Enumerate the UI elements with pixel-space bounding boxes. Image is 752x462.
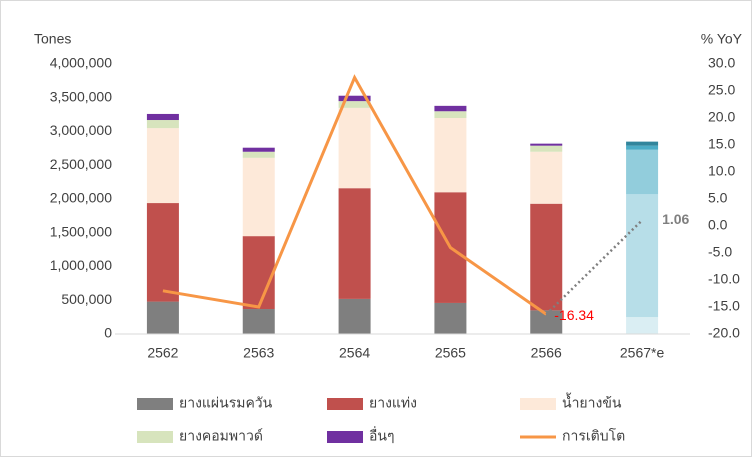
legend-label: น้ำยางข้น <box>562 393 622 411</box>
y2-axis-label: % YoY <box>701 31 743 47</box>
bar-segment <box>626 149 659 195</box>
bar-segment <box>626 141 659 146</box>
y2-tick-label: -5.0 <box>708 244 732 260</box>
y-tick-label: 2,000,000 <box>50 190 112 206</box>
y-tick-label: 500,000 <box>61 291 112 307</box>
bar-segment <box>242 309 275 334</box>
bar-segment <box>434 111 467 118</box>
bar-segment <box>338 298 371 334</box>
bar-segment <box>530 310 563 334</box>
y-tick-label: 1,000,000 <box>50 257 112 273</box>
y-tick-label: 1,500,000 <box>50 223 112 239</box>
x-tick-label: 2563 <box>243 345 274 361</box>
legend-swatch <box>137 398 173 410</box>
x-tick-label: 2565 <box>435 345 466 361</box>
forecast-line <box>545 219 643 316</box>
bar-segment <box>242 236 275 310</box>
legend-swatch <box>327 398 363 410</box>
bar-segment <box>338 95 371 102</box>
bar-segment <box>530 143 563 146</box>
y2-tick-label: 15.0 <box>708 136 735 152</box>
bar-segment <box>146 203 179 302</box>
y2-tick-label: 5.0 <box>708 190 728 206</box>
legend-swatch <box>137 431 173 443</box>
y2-tick-label: 30.0 <box>708 55 735 71</box>
legend-swatch <box>327 431 363 443</box>
legend-label: ยางแท่ง <box>369 395 417 411</box>
bar-segment <box>626 145 659 150</box>
data-label: 1.06 <box>662 211 689 227</box>
bar-segment <box>242 147 275 152</box>
bar-segment <box>530 145 563 152</box>
y2-tick-label: -10.0 <box>708 271 740 287</box>
legend-swatch <box>520 398 556 410</box>
x-tick-label: 2566 <box>531 345 562 361</box>
legend-label: การเติบโต <box>562 428 625 444</box>
bar-segment <box>242 151 275 158</box>
x-tick-label: 2562 <box>147 345 178 361</box>
growth-line <box>162 74 548 316</box>
y2-tick-label: -15.0 <box>708 298 740 314</box>
x-tick-label: 2567*e <box>620 345 665 361</box>
y2-tick-label: 10.0 <box>708 163 735 179</box>
y-tick-label: 0 <box>104 325 112 341</box>
bar-segment <box>146 128 179 204</box>
legend-label: อื่นๆ <box>369 427 395 444</box>
y2-tick-label: 20.0 <box>708 109 735 125</box>
bar-segment <box>146 301 179 334</box>
y-tick-label: 3,500,000 <box>50 88 112 104</box>
bar-segment <box>626 194 659 318</box>
bar-segment <box>434 105 467 112</box>
bar-segment <box>434 118 467 193</box>
bar-segment <box>626 317 659 334</box>
bar-segment <box>146 120 179 129</box>
y-tick-label: 4,000,000 <box>50 55 112 71</box>
y2-tick-label: 0.0 <box>708 217 728 233</box>
y2-tick-label: -20.0 <box>708 325 740 341</box>
bar-segment <box>530 151 563 204</box>
bar-segment <box>338 101 371 108</box>
legend-label: ยางแผ่นรมควัน <box>179 395 273 411</box>
bar-segment <box>434 302 467 334</box>
bar-segment <box>338 107 371 189</box>
bar-segment <box>242 157 275 237</box>
y-tick-label: 2,500,000 <box>50 156 112 172</box>
bar-segment <box>530 203 563 311</box>
legend-label: ยางคอมพาวด์ <box>179 428 263 444</box>
y-tick-label: 3,000,000 <box>50 122 112 138</box>
bar-segment <box>338 188 371 299</box>
bar-segment <box>146 113 179 121</box>
y-axis-label: Tones <box>34 31 71 47</box>
x-tick-label: 2564 <box>339 345 370 361</box>
data-label: -16.34 <box>554 307 594 323</box>
y2-tick-label: 25.0 <box>708 82 735 98</box>
